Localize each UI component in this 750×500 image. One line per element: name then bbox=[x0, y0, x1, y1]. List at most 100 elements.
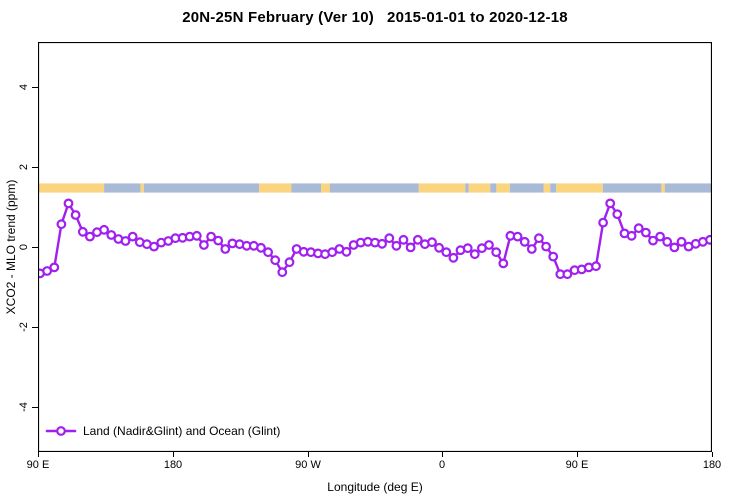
map-band-segment-ocean bbox=[550, 183, 557, 193]
map-band-segment-land bbox=[38, 183, 105, 193]
x-tick-label: 0 bbox=[438, 459, 446, 471]
data-point bbox=[206, 231, 217, 242]
y-axis-label: XCO2 - MLO trend (ppm) bbox=[4, 179, 18, 315]
data-point bbox=[284, 257, 295, 268]
plot-area bbox=[38, 42, 712, 452]
y-tick bbox=[32, 247, 38, 248]
map-band-segment-land bbox=[321, 183, 330, 193]
data-point bbox=[427, 237, 437, 248]
y-tick bbox=[32, 87, 38, 88]
map-band-segment-ocean bbox=[465, 183, 469, 193]
data-point bbox=[213, 235, 224, 246]
data-point bbox=[434, 242, 445, 253]
data-point bbox=[676, 236, 687, 247]
data-point bbox=[605, 198, 616, 209]
data-point bbox=[85, 231, 95, 242]
data-point bbox=[270, 255, 281, 266]
data-point bbox=[398, 234, 409, 245]
map-band-segment-ocean bbox=[602, 183, 662, 193]
y-tick bbox=[32, 167, 38, 168]
data-point bbox=[591, 261, 601, 272]
chart-title: 20N-25N February (Ver 10) 2015-01-01 to … bbox=[182, 9, 568, 26]
data-point bbox=[198, 240, 209, 250]
data-point bbox=[256, 242, 266, 253]
data-point bbox=[277, 267, 288, 278]
x-tick bbox=[712, 452, 713, 457]
data-point bbox=[391, 240, 402, 251]
data-point bbox=[448, 252, 459, 263]
x-tick bbox=[308, 452, 309, 457]
x-tick-label: 180 bbox=[702, 459, 722, 471]
data-point bbox=[541, 241, 552, 252]
data-point bbox=[412, 234, 423, 245]
data-point bbox=[263, 247, 274, 258]
data-point bbox=[127, 231, 138, 242]
data-point bbox=[469, 249, 480, 260]
legend-line-marker-icon bbox=[45, 426, 77, 436]
data-point bbox=[648, 235, 658, 246]
map-band-segment-land bbox=[418, 183, 466, 193]
map-band-segment-land bbox=[259, 183, 292, 193]
legend: Land (Nadir&Glint) and Ocean (Glint) bbox=[45, 424, 280, 438]
data-point bbox=[341, 246, 352, 257]
data-point bbox=[534, 233, 544, 244]
data-point bbox=[655, 231, 665, 242]
legend-label: Land (Nadir&Glint) and Ocean (Glint) bbox=[83, 424, 281, 438]
map-band-segment-land bbox=[140, 183, 144, 193]
data-point bbox=[77, 226, 88, 237]
map-band-segment-ocean bbox=[143, 183, 260, 193]
data-point bbox=[526, 244, 537, 254]
data-point bbox=[70, 210, 81, 220]
data-point bbox=[498, 258, 509, 269]
map-band-segment-ocean bbox=[329, 183, 419, 193]
y-tick-label: 4 bbox=[18, 83, 30, 91]
data-point bbox=[63, 198, 74, 209]
data-point bbox=[662, 236, 673, 247]
x-tick bbox=[173, 452, 174, 457]
x-tick-label: 90 E bbox=[565, 459, 589, 471]
x-axis-label: Longitude (deg E) bbox=[327, 480, 423, 494]
data-point bbox=[484, 240, 494, 250]
data-point bbox=[405, 242, 416, 253]
y-tick-label: -4 bbox=[18, 402, 30, 412]
data-point bbox=[519, 236, 530, 247]
plot-border bbox=[38, 42, 712, 452]
data-point bbox=[669, 242, 680, 253]
x-tick bbox=[442, 452, 443, 457]
map-band-segment-ocean bbox=[104, 183, 141, 193]
map-band-segment-land bbox=[496, 183, 510, 193]
map-band-segment-ocean bbox=[490, 183, 497, 193]
data-point bbox=[512, 231, 523, 242]
map-band-segment-land bbox=[543, 183, 551, 193]
x-tick bbox=[38, 452, 39, 457]
data-point bbox=[149, 241, 159, 252]
data-point bbox=[191, 230, 202, 241]
map-band-segment-ocean bbox=[664, 183, 712, 193]
data-point bbox=[612, 209, 623, 220]
y-tick-label: -2 bbox=[18, 322, 30, 332]
data-point bbox=[377, 238, 388, 249]
y-tick bbox=[32, 327, 38, 328]
x-tick bbox=[577, 452, 578, 457]
x-tick-label: 90 W bbox=[295, 459, 321, 471]
map-band-segment-ocean bbox=[291, 183, 322, 193]
data-point bbox=[56, 219, 67, 230]
data-point bbox=[220, 244, 231, 254]
map-band-segment-land bbox=[468, 183, 491, 193]
data-point bbox=[641, 227, 651, 238]
map-band-segment-land bbox=[661, 183, 665, 193]
y-tick-label: 2 bbox=[18, 163, 30, 171]
data-point bbox=[633, 223, 644, 234]
data-point bbox=[106, 230, 117, 240]
x-tick-label: 180 bbox=[163, 459, 183, 471]
y-tick bbox=[32, 407, 38, 408]
map-band-segment-land bbox=[556, 183, 603, 193]
data-point bbox=[562, 269, 573, 280]
x-tick-label: 90 E bbox=[26, 459, 50, 471]
data-point bbox=[120, 236, 131, 246]
data-point bbox=[49, 262, 60, 273]
data-point bbox=[441, 247, 452, 258]
y-tick-label: 0 bbox=[18, 243, 30, 251]
map-band-segment-ocean bbox=[509, 183, 544, 193]
